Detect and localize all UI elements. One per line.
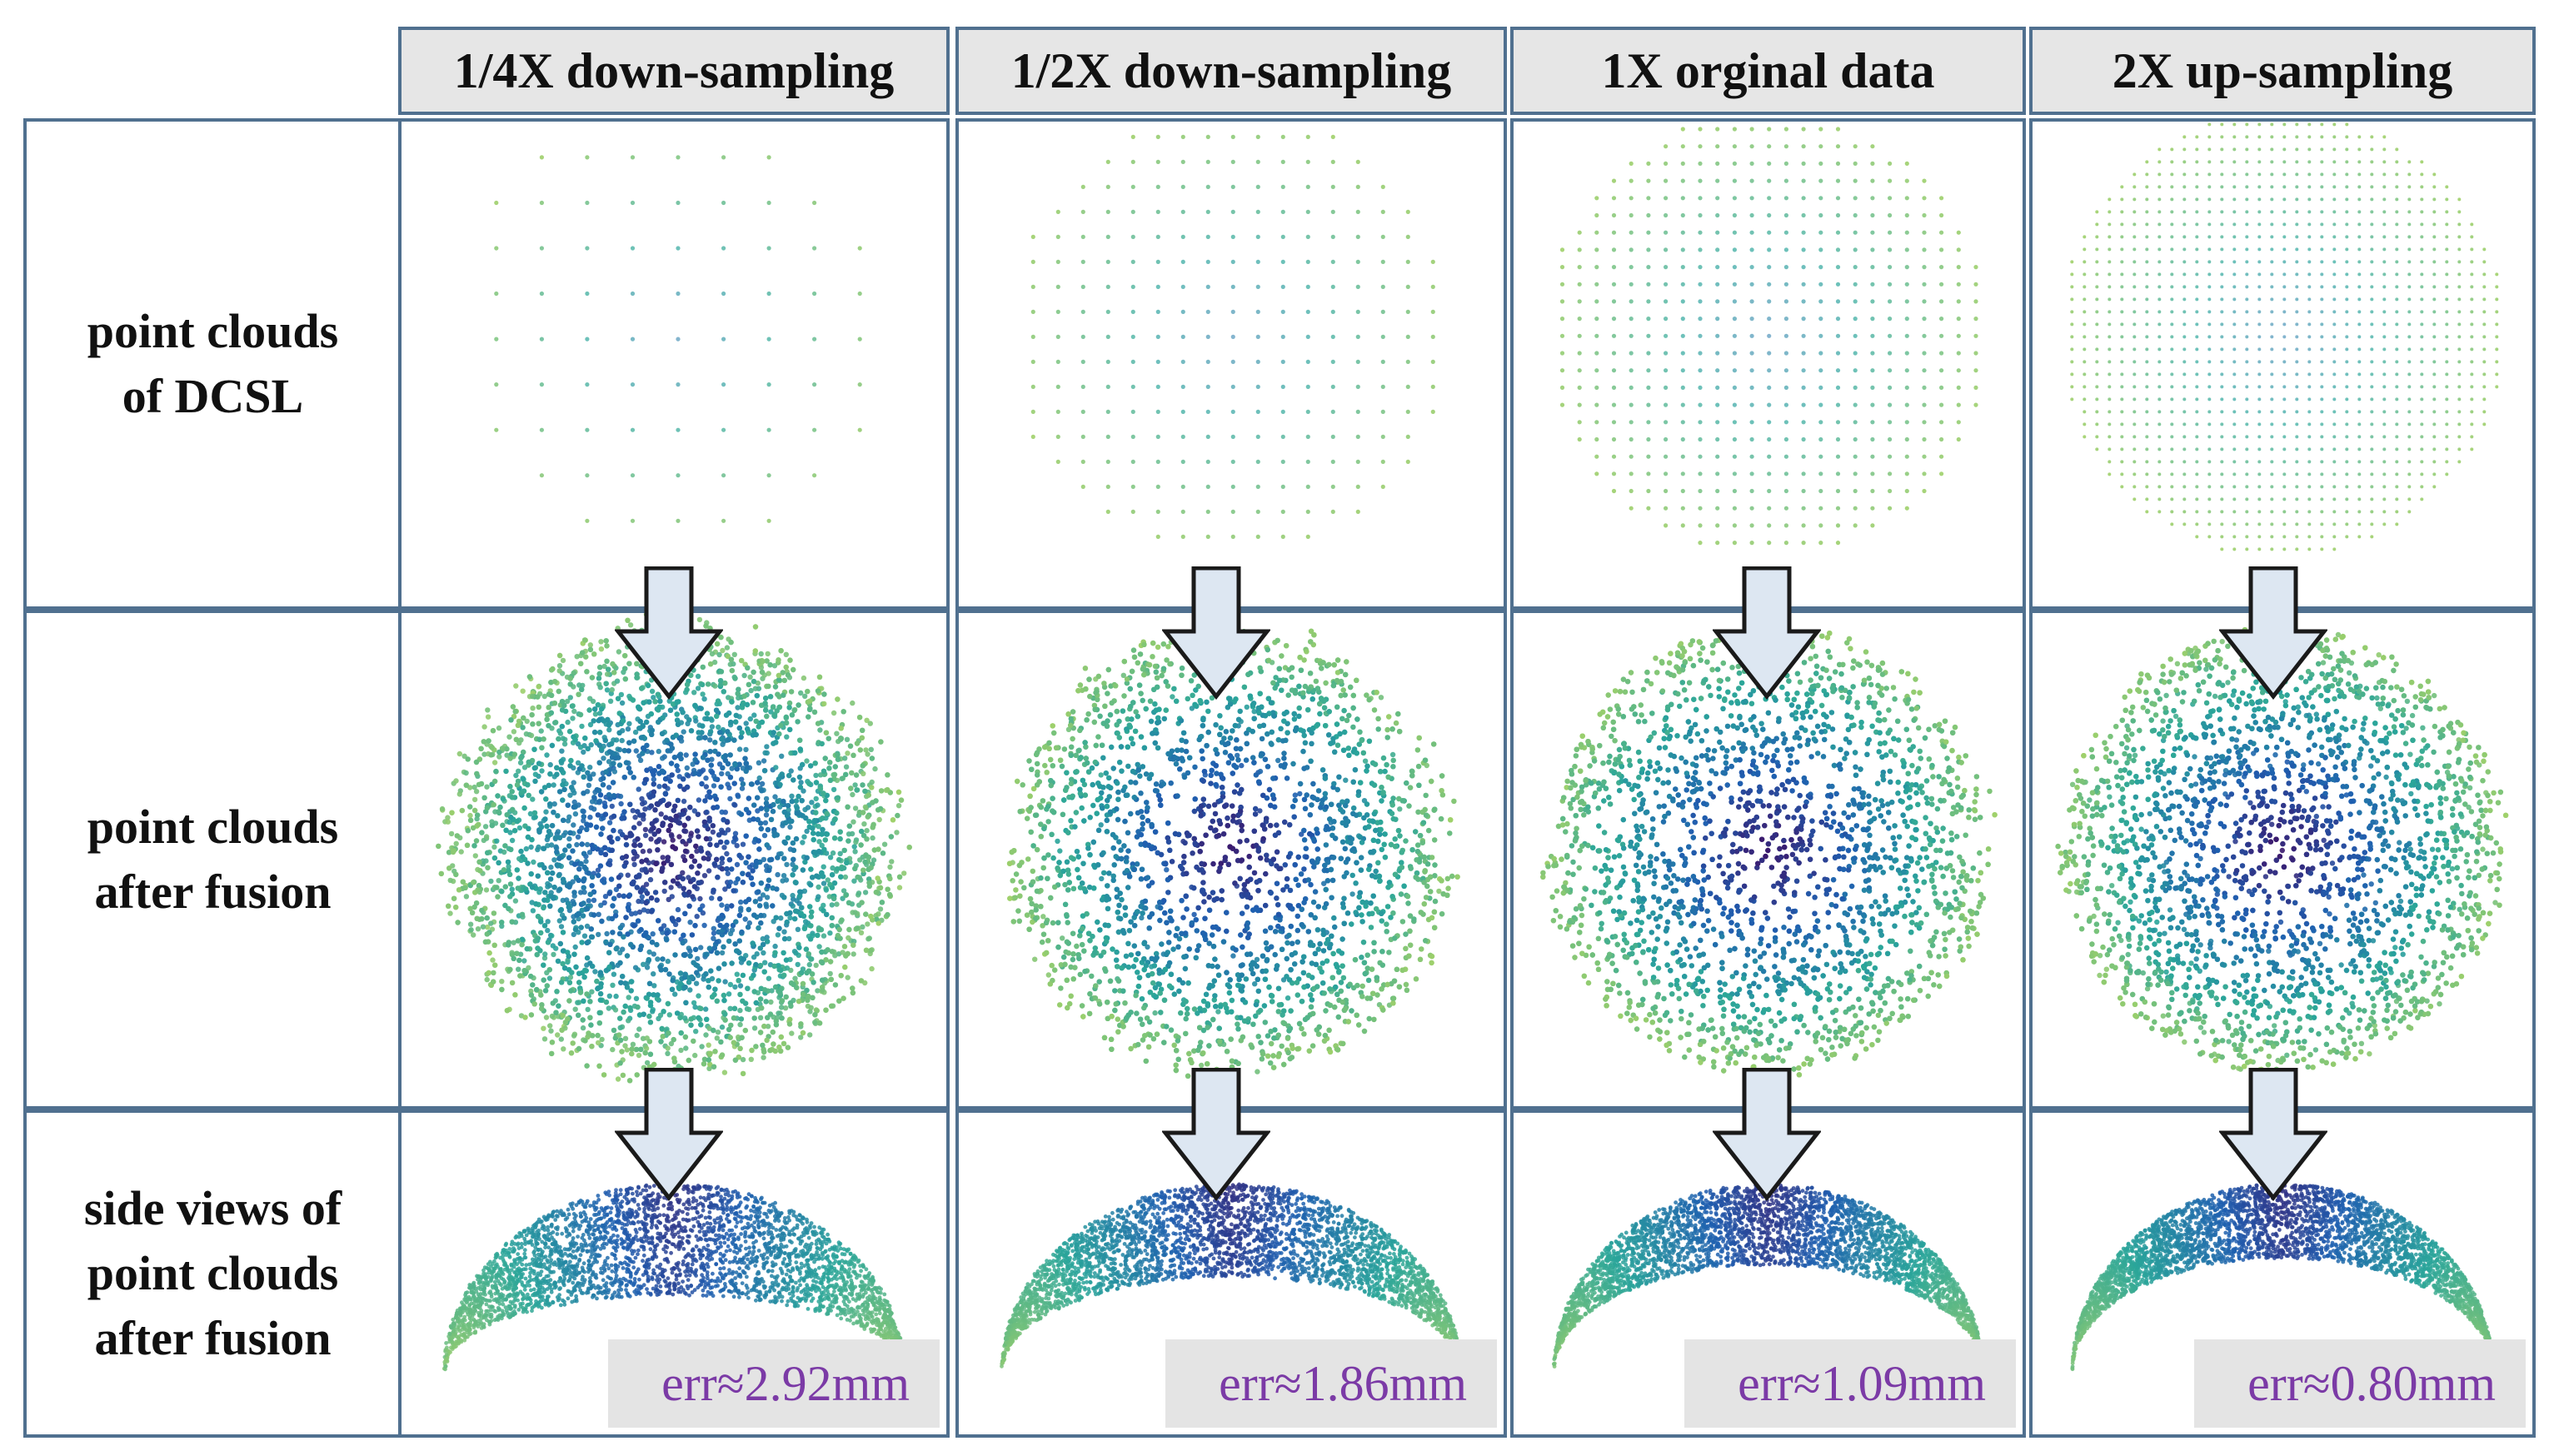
down-arrow-icon xyxy=(2219,1068,2327,1201)
row-label-line: of DCSL xyxy=(87,364,338,429)
row-label-fusion: point clouds after fusion xyxy=(23,610,402,1109)
column-header-half: 1/2X down-sampling xyxy=(955,27,1507,115)
down-arrow-icon xyxy=(615,1068,723,1201)
down-arrow-icon xyxy=(1713,1068,1821,1201)
dcsl-point-cloud xyxy=(1559,127,1978,546)
side-view-point-cloud xyxy=(1552,1181,1984,1372)
error-label: err≈2.92mm xyxy=(608,1339,940,1428)
column-header-upsampling: 2X up-sampling xyxy=(2029,27,2536,115)
row-label-line: after fusion xyxy=(87,860,338,925)
error-label: err≈0.80mm xyxy=(2194,1339,2526,1428)
column-header-original: 1X orginal data xyxy=(1510,27,2026,115)
dcsl-point-cloud xyxy=(494,155,862,523)
down-arrow-icon xyxy=(1713,566,1821,700)
row-label-line: point clouds xyxy=(87,299,338,364)
fusion-cell-upsampling xyxy=(2029,610,2536,1109)
down-arrow-icon xyxy=(1162,566,1270,700)
side-view-cell-half: err≈1.86mm xyxy=(955,1109,1507,1438)
row-label-line: side views of xyxy=(84,1176,342,1241)
column-header-label: 1/4X down-sampling xyxy=(454,42,894,100)
row-label-line: after fusion xyxy=(84,1306,342,1371)
dcsl-cell-quarter xyxy=(398,118,950,610)
row-label-dcsl: point clouds of DCSL xyxy=(23,118,402,610)
side-view-point-cloud xyxy=(2070,1182,2495,1372)
column-header-quarter: 1/4X down-sampling xyxy=(398,27,950,115)
fusion-cell-half xyxy=(955,610,1507,1109)
column-header-label: 1X orginal data xyxy=(1601,42,1934,100)
error-label: err≈1.09mm xyxy=(1684,1339,2016,1428)
error-label: err≈1.86mm xyxy=(1165,1339,1497,1428)
down-arrow-icon xyxy=(615,566,723,700)
row-label-line: point clouds xyxy=(84,1241,342,1306)
dcsl-point-cloud xyxy=(1030,134,1435,539)
fused-point-cloud xyxy=(1540,622,1998,1078)
dcsl-point-cloud xyxy=(2070,122,2499,551)
dcsl-cell-original xyxy=(1510,118,2026,610)
fused-point-cloud xyxy=(1006,616,1460,1079)
column-header-label: 1/2X down-sampling xyxy=(1011,42,1451,100)
down-arrow-icon xyxy=(2219,566,2327,700)
column-header-label: 2X up-sampling xyxy=(2113,42,2452,100)
row-label-line: point clouds xyxy=(87,795,338,860)
side-view-point-cloud xyxy=(1000,1182,1463,1369)
dcsl-cell-upsampling xyxy=(2029,118,2536,610)
dcsl-cell-half xyxy=(955,118,1507,610)
fusion-cell-original xyxy=(1510,610,2026,1109)
fused-point-cloud xyxy=(2055,626,2509,1079)
row-label-side: side views of point clouds after fusion xyxy=(23,1109,402,1438)
down-arrow-icon xyxy=(1162,1068,1270,1201)
side-view-point-cloud xyxy=(441,1182,906,1372)
